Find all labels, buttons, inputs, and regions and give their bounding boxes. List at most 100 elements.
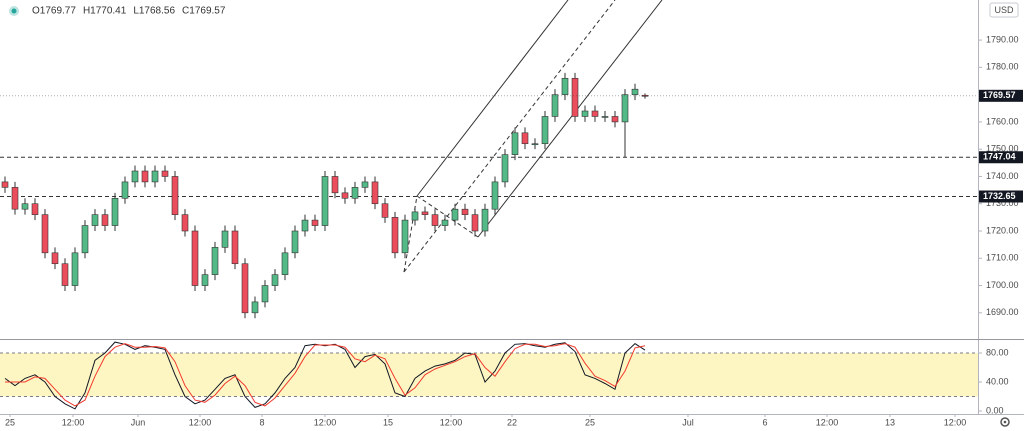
x-tick-label: 15 [383,417,393,427]
x-tick-label: 12:00 [314,417,337,427]
candle-body [281,252,289,275]
candle-body [111,197,119,226]
channel-mid [403,0,616,273]
price-label-box [979,89,1023,102]
candle-body [171,176,179,215]
candle-body [151,170,159,183]
candle-body [531,143,539,146]
x-tick-label: 25 [5,417,15,427]
candle-body [561,77,569,95]
candle-body [621,94,629,123]
candle-body [411,211,419,221]
oscillator-line [5,343,646,407]
price-label: 1747.04 [983,152,1016,162]
ohlc-value: O1769.77 [32,6,76,17]
y-tick-label: 1700.00 [986,280,1019,290]
candle-body [131,170,139,183]
y-tick-label: 1780.00 [986,62,1019,72]
candle-body [511,132,519,155]
candle-body [431,214,439,226]
candle-body [501,154,509,183]
x-tick-label: 8 [259,417,264,427]
candle-body [231,230,239,265]
channel-upper [416,0,569,197]
gear [1000,417,1010,427]
candle-body [451,208,459,221]
y-tick-label: 1790.00 [986,34,1019,44]
candle-body [541,116,549,145]
gear-center [1003,420,1007,424]
price-label: 1732.65 [983,191,1016,201]
x-tick-label: 12:00 [944,417,967,427]
x-tick-label: 12:00 [816,417,839,427]
candle-body [241,263,249,314]
candle-body [21,203,29,210]
y-tick-label: 1690.00 [986,307,1019,317]
y-tick-label: 1750.00 [986,144,1019,154]
ohlc-value: H1770.41 [83,6,127,17]
candle-body [551,94,559,117]
candle-body [331,176,339,194]
candle-body [1,181,9,188]
candle-body [361,181,369,188]
candle-body [41,214,49,254]
candle-body [91,214,99,226]
candle-body [321,176,329,226]
candle-body [591,110,599,117]
x-tick-label: 13 [885,417,895,427]
currency-box[interactable] [989,2,1019,18]
channel-edge [416,195,479,238]
candle-body [571,77,579,117]
candle-body [481,208,489,232]
y-tick-label: 40.00 [986,376,1009,386]
candle-body [521,132,529,145]
candle-body [401,219,409,254]
candle-body [491,181,499,210]
channel-drawing [403,0,663,273]
oscillator-band [0,352,978,397]
candle-body [381,203,389,218]
candle-body [391,217,399,254]
candle-body [461,208,469,215]
x-tick-label: 12:00 [440,417,463,427]
x-tick-label: 12:00 [62,417,85,427]
candle-body [351,187,359,199]
candle-body [121,181,129,199]
price-label-box [979,151,1023,164]
settings-icon[interactable] [1000,417,1010,427]
x-tick-label: 6 [762,417,767,427]
candle-body [371,181,379,205]
candle-body [261,285,269,303]
candle-body [271,274,279,286]
price-label: 1769.57 [983,90,1016,100]
oscillator-line [4,341,646,410]
candle-body [631,88,639,95]
candle-body [301,219,309,232]
candle-body [161,170,169,177]
y-tick-label: 1760.00 [986,116,1019,126]
y-tick-label: 80.00 [986,347,1009,357]
ohlc-legend: O1769.77 H1770.41 L1768.56 C1769.57 [32,6,226,17]
y-tick-label: 0.00 [986,405,1004,415]
channel-lower [477,0,663,238]
candle-body [311,219,319,226]
candle-body [81,225,89,254]
candle-body [471,214,479,232]
ohlc-value: C1769.57 [182,6,226,17]
candle-body [341,192,349,199]
candle-body [31,203,39,215]
y-tick-label: 1720.00 [986,225,1019,235]
x-tick-label: Jul [682,417,694,427]
candle-body [221,230,229,248]
price-label-box [979,190,1023,203]
candle-body [611,116,619,123]
candle-body [181,214,189,232]
candle-body [441,219,449,226]
candle-body [581,110,589,117]
x-tick-label: 12:00 [189,417,212,427]
candle-body [421,211,429,215]
x-tick-label: 25 [585,417,595,427]
candle-body [11,187,19,210]
candle-body [251,301,259,314]
